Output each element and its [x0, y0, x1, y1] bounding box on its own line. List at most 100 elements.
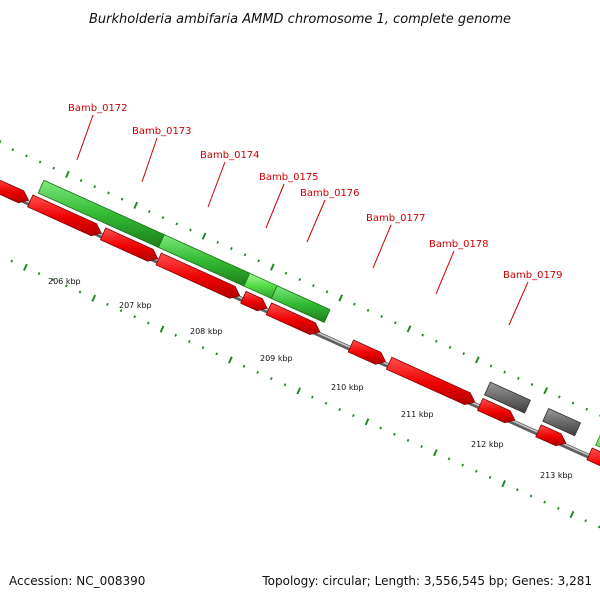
- reverse-gene-feature[interactable]: [155, 252, 241, 299]
- forward-gene-feature[interactable]: [595, 432, 600, 466]
- inner-tick-mark: [65, 284, 68, 288]
- gene-label[interactable]: Bamb_0178: [429, 239, 489, 250]
- forward-gene-feature[interactable]: [484, 381, 531, 414]
- inner-tick-mark: [324, 401, 328, 405]
- inner-tick-mark: [78, 290, 82, 294]
- kbp-label: 206 kbp: [48, 277, 81, 286]
- reverse-gene-feature[interactable]: [240, 290, 268, 312]
- inner-tick-mark: [201, 346, 205, 350]
- reverse-gene-feature[interactable]: [477, 398, 516, 424]
- inner-tick-mark: [106, 302, 109, 306]
- inner-tick-mark: [364, 418, 370, 426]
- outer-tick-mark: [503, 370, 507, 374]
- outer-tick-mark: [475, 356, 480, 364]
- outer-tick-mark: [79, 179, 83, 183]
- forward-gene-feature[interactable]: [542, 408, 581, 437]
- kbp-label: 209 kbp: [260, 354, 293, 363]
- outer-tick-mark: [107, 191, 110, 195]
- accession-text: Accession: NC_008390: [9, 574, 146, 588]
- gene-label[interactable]: Bamb_0176: [300, 188, 360, 199]
- outer-tick-mark: [65, 170, 70, 178]
- outer-tick-mark: [543, 387, 549, 395]
- inner-tick-mark: [569, 510, 575, 519]
- outer-tick-mark: [462, 352, 466, 356]
- kbp-label: 207 kbp: [119, 301, 152, 310]
- outer-tick-mark: [216, 240, 220, 244]
- inner-tick-mark: [501, 480, 507, 488]
- outer-tick-mark: [284, 271, 288, 275]
- outer-tick-mark: [175, 222, 179, 226]
- outer-tick-mark: [380, 315, 384, 319]
- reverse-gene-feature[interactable]: [385, 356, 476, 406]
- gene-label-leader: [76, 114, 94, 161]
- gene-label[interactable]: Bamb_0173: [132, 126, 192, 137]
- gene-label-leader: [306, 199, 326, 243]
- reverse-gene-feature[interactable]: [265, 302, 321, 335]
- outer-tick-mark: [52, 166, 56, 170]
- inner-tick-mark: [215, 352, 219, 356]
- outer-tick-mark: [148, 209, 151, 213]
- outer-tick-mark: [338, 294, 344, 302]
- gene-label-leader: [435, 250, 455, 295]
- reverse-gene-feature[interactable]: [100, 227, 159, 262]
- kbp-label: 210 kbp: [331, 383, 364, 392]
- gene-label-leader: [265, 183, 285, 229]
- inner-tick-mark: [256, 370, 260, 374]
- outer-tick-mark: [11, 148, 15, 152]
- forward-gene-feature[interactable]: [270, 285, 331, 323]
- outer-tick-mark: [421, 333, 425, 337]
- outer-tick-mark: [201, 232, 207, 240]
- gene-label[interactable]: Bamb_0175: [259, 172, 319, 183]
- reverse-gene-feature[interactable]: [27, 194, 102, 237]
- inner-tick-mark: [188, 339, 191, 343]
- inner-tick-mark: [283, 383, 287, 387]
- reverse-gene-feature[interactable]: [535, 424, 567, 447]
- outer-tick-mark: [353, 302, 356, 306]
- inner-tick-mark: [529, 494, 533, 498]
- outer-tick-mark: [133, 201, 139, 209]
- inner-tick-mark: [432, 449, 438, 457]
- gene-label-leader: [141, 137, 158, 183]
- inner-tick-mark: [474, 469, 478, 473]
- outer-tick-mark: [406, 325, 412, 333]
- inner-tick-mark: [543, 500, 546, 504]
- inner-tick-mark: [584, 519, 587, 523]
- gene-label-leader: [372, 224, 392, 269]
- inner-tick-mark: [556, 506, 560, 510]
- inner-tick-mark: [133, 315, 137, 319]
- outer-tick-mark: [530, 383, 534, 387]
- gene-label[interactable]: Bamb_0174: [200, 150, 260, 161]
- gene-label[interactable]: Bamb_0179: [503, 270, 563, 281]
- gene-labels: Bamb_0172 Bamb_0173 Bamb_0174 Bamb_0175 Bamb…: [68, 103, 563, 326]
- kbp-labels: 206 kbp 207 kbp 208 kbp 209 kbp 210 kbp 211 k…: [48, 277, 573, 480]
- inner-tick-mark: [10, 259, 14, 263]
- gene-label-leader: [207, 161, 226, 208]
- reverse-gene-feature[interactable]: [586, 447, 600, 479]
- inner-tick-mark: [242, 364, 246, 368]
- outer-tick-mark: [448, 345, 452, 349]
- outer-tick-mark: [312, 284, 315, 288]
- inner-tick-mark: [338, 407, 342, 411]
- gene-label[interactable]: Bamb_0172: [68, 103, 128, 114]
- gene-label-leader: [508, 281, 529, 326]
- inner-tick-mark: [515, 488, 519, 492]
- reverse-gene-feature[interactable]: [0, 178, 29, 204]
- outer-tick-mark: [243, 253, 247, 257]
- reverse-gene-feature[interactable]: [347, 339, 386, 365]
- inner-tick-mark: [23, 263, 28, 271]
- inner-tick-mark: [174, 333, 178, 337]
- inner-tick-mark: [159, 325, 165, 333]
- outer-tick-mark: [120, 197, 124, 201]
- gene-label[interactable]: Bamb_0177: [366, 213, 426, 224]
- inner-tick-mark: [488, 475, 492, 479]
- inner-tick-mark: [420, 445, 424, 449]
- kbp-label: 213 kbp: [540, 471, 573, 480]
- inner-tick-mark: [51, 278, 55, 282]
- outer-tick-mark: [38, 160, 42, 164]
- inner-tick-mark: [379, 426, 383, 430]
- outer-tick-mark: [571, 401, 575, 405]
- inner-tick-mark: [393, 432, 396, 436]
- inner-tick-mark: [406, 438, 410, 442]
- inner-tick-mark: [228, 356, 233, 364]
